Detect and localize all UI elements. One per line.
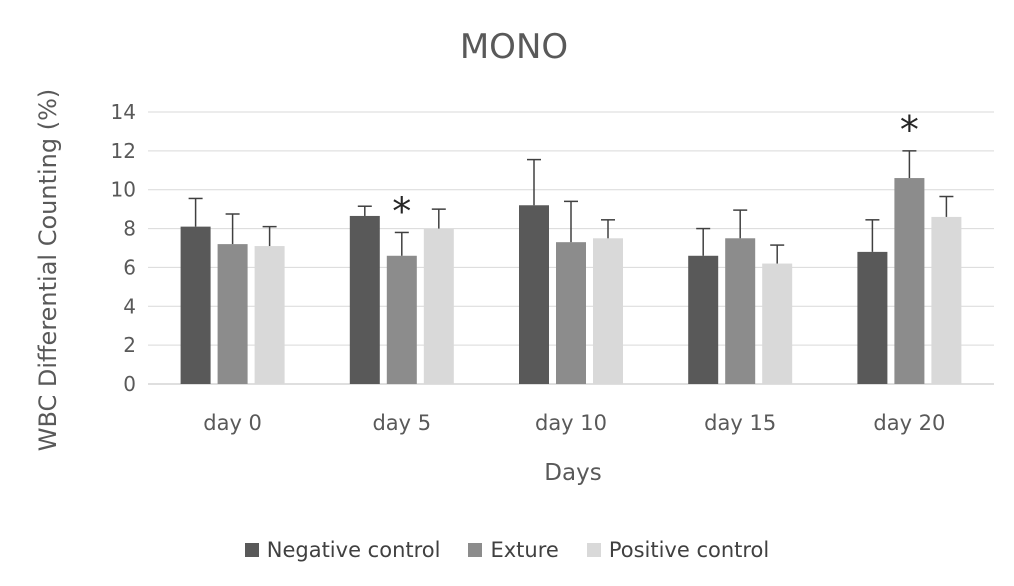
chart-title: MONO bbox=[460, 27, 568, 67]
y-tick-labels: 0 2 4 6 8 10 12 14 bbox=[111, 100, 136, 396]
x-tick-labels: day 0 day 5 day 10 day 15 day 20 bbox=[203, 411, 945, 435]
legend-item: Exture bbox=[468, 538, 559, 562]
significance-asterisk: * bbox=[900, 108, 919, 152]
bar-exture bbox=[556, 242, 586, 384]
bar-negative-control bbox=[688, 255, 719, 384]
y-tick-label: 14 bbox=[111, 100, 136, 124]
legend-swatch bbox=[586, 543, 601, 557]
legend-label: Negative control bbox=[266, 538, 441, 562]
y-tick-label: 12 bbox=[111, 139, 136, 163]
y-axis-label: WBC Differential Counting (%) bbox=[34, 89, 62, 452]
x-axis-label: Days bbox=[544, 460, 601, 486]
bar-positive-control bbox=[762, 263, 793, 384]
legend-label: Exture bbox=[490, 538, 559, 562]
bar-positive-control bbox=[423, 228, 454, 384]
bar-negative-control bbox=[180, 226, 211, 384]
legend-swatch bbox=[244, 543, 259, 557]
bar-negative-control bbox=[519, 205, 549, 384]
y-tick-label: 6 bbox=[123, 255, 136, 279]
bar-positive-control bbox=[593, 238, 623, 384]
bar-positive-control bbox=[254, 246, 285, 384]
y-tick-label: 8 bbox=[123, 217, 136, 241]
bar-positive-control bbox=[931, 216, 962, 384]
bar-negative-control bbox=[857, 251, 888, 384]
x-tick-label: day 15 bbox=[704, 411, 776, 435]
x-tick-label: day 0 bbox=[203, 411, 262, 435]
y-tick-label: 2 bbox=[123, 333, 136, 357]
bars bbox=[180, 178, 962, 384]
x-tick-label: day 10 bbox=[535, 411, 607, 435]
x-tick-label: day 20 bbox=[873, 411, 945, 435]
legend-label: Positive control bbox=[608, 538, 770, 562]
bar-exture bbox=[725, 238, 756, 384]
bar-exture bbox=[217, 244, 248, 384]
y-tick-label: 10 bbox=[111, 178, 136, 202]
x-tick-label: day 5 bbox=[372, 411, 431, 435]
bar-exture bbox=[386, 255, 417, 384]
bar-exture bbox=[894, 178, 925, 384]
legend-swatch bbox=[468, 543, 483, 557]
error-bars bbox=[188, 150, 954, 264]
y-tick-label: 0 bbox=[123, 372, 136, 396]
annotations: ** bbox=[392, 108, 919, 234]
legend-item: Positive control bbox=[586, 538, 770, 562]
legend-item: Negative control bbox=[244, 538, 441, 562]
legend: Negative control Exture Positive control bbox=[0, 538, 1014, 562]
significance-asterisk: * bbox=[392, 189, 411, 233]
bar-negative-control bbox=[349, 215, 380, 384]
y-tick-label: 4 bbox=[123, 294, 136, 318]
